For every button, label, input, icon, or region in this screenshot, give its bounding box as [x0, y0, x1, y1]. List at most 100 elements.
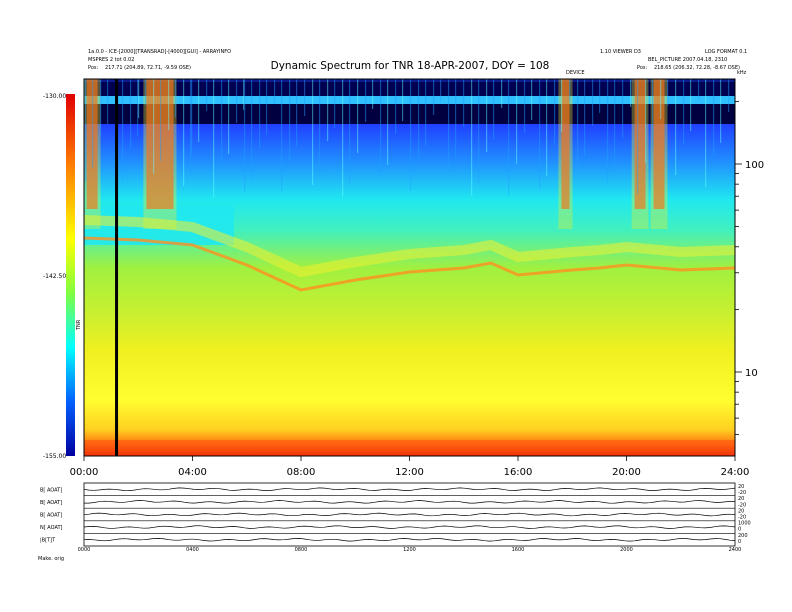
noise-streak: [683, 79, 685, 144]
noise-streak: [183, 79, 185, 186]
noise-streak: [599, 79, 601, 113]
noise-streak: [349, 79, 351, 184]
noise-streak: [524, 79, 526, 133]
noise-streak: [236, 79, 238, 123]
lower-panel-trace: [83, 487, 736, 491]
x-tick-label: 12:00: [395, 467, 424, 478]
lower-panel-right-label: -20: [738, 515, 746, 521]
noise-streak: [720, 79, 722, 143]
radio-burst-0: [86, 79, 98, 209]
noise-streak: [713, 79, 715, 156]
x-tick-label: 04:00: [178, 467, 207, 478]
noise-streak: [478, 79, 480, 183]
noise-streak: [546, 79, 548, 176]
noise-streak: [153, 79, 155, 174]
emission-band: [84, 236, 735, 292]
noise-streak: [342, 79, 344, 197]
noise-streak: [137, 79, 139, 136]
noise-streak: [387, 79, 389, 165]
noise-streak: [705, 79, 707, 187]
dark-band-lower: [84, 104, 735, 124]
noise-streak: [244, 79, 246, 192]
noise-streak: [190, 79, 192, 173]
spectrogram: [84, 79, 735, 456]
lower-panel-x-tick: 0000: [78, 547, 91, 553]
colorbar-label: TNR: [76, 319, 82, 331]
noise-streak: [645, 79, 647, 163]
noise-streak: [486, 79, 488, 152]
noise-streak: [289, 79, 291, 160]
noise-streak: [281, 79, 283, 191]
noise-streak: [561, 79, 563, 132]
header-right-pos-label: Pos:: [637, 65, 648, 71]
noise-streak: [228, 79, 230, 154]
noise-streak: [652, 79, 654, 150]
radio-burst-halo-0: [84, 79, 101, 229]
noise-streak: [198, 79, 200, 142]
x-tick-label: 20:00: [612, 467, 641, 478]
noise-streak: [334, 79, 336, 128]
noise-streak: [160, 79, 162, 161]
radio-burst-3: [634, 79, 646, 209]
radio-burst-1: [146, 79, 174, 209]
noise-streak: [85, 79, 87, 181]
header-right-line2: BEL_PICTURE 2007.04.18, 2310: [648, 57, 727, 63]
lower-panel-x-tick: 0400: [186, 547, 199, 553]
noise-streak: [84, 79, 86, 99]
noise-streak: [100, 79, 102, 137]
noise-streak: [440, 79, 442, 102]
noise-streak: [569, 79, 571, 101]
noise-streak: [259, 79, 261, 148]
noise-streak: [614, 79, 616, 169]
lower-panel-row-label: B[ AOAT]: [40, 500, 62, 506]
noise-streak: [319, 79, 321, 172]
noise-streak: [122, 79, 124, 180]
noise-streak: [592, 79, 594, 126]
radio-burst-halo-3: [631, 79, 649, 229]
radio-burst-2: [561, 79, 570, 209]
noise-streak: [728, 79, 730, 112]
noise-streak: [554, 79, 556, 145]
noise-streak: [607, 79, 609, 182]
noise-streak: [455, 79, 457, 158]
lower-panel-trace: [83, 538, 736, 542]
radio-burst-halo-4: [650, 79, 668, 229]
noise-streak: [191, 79, 193, 155]
noise-streak: [130, 79, 132, 149]
noise-streak: [266, 79, 268, 135]
noise-streak: [251, 79, 253, 179]
noise-streak: [312, 79, 314, 185]
noise-streak: [92, 79, 94, 168]
noise-streak: [630, 79, 632, 107]
noise-streak: [516, 79, 518, 164]
lower-panel-row-label: |B[T]T: [40, 538, 56, 544]
lower-panel-x-tick: 1200: [403, 547, 416, 553]
lower-panel-right-label: 200: [738, 533, 748, 539]
lower-panel-right-label: 0: [738, 539, 741, 545]
y-tick-10: 10: [745, 368, 758, 379]
x-tick-label: 24:00: [721, 467, 750, 478]
x-tick-label: 08:00: [287, 467, 316, 478]
noise-streak: [471, 79, 473, 196]
noise-streak: [296, 79, 298, 147]
noise-streak: [418, 79, 420, 159]
header-left-line2: MSPRES 2 tot 0.02: [88, 57, 134, 63]
lower-panel-footer: Make. orig: [38, 556, 64, 562]
radio-burst-4: [653, 79, 665, 209]
noise-streak: [675, 79, 677, 175]
noise-streak: [107, 79, 109, 124]
noise-streak: [433, 79, 435, 115]
lower-panel-right-label: 20: [738, 508, 744, 514]
y-tick-100: 100: [745, 160, 764, 171]
lower-panel-right-label: 0: [738, 527, 741, 533]
emission-band-halo: [84, 215, 735, 278]
noise-streak: [243, 79, 245, 110]
noise-streak: [637, 79, 639, 194]
noise-streak: [206, 79, 208, 111]
noise-streak: [145, 79, 147, 105]
noise-streak: [425, 79, 427, 146]
x-tick-label: 16:00: [504, 467, 533, 478]
noise-streak: [493, 79, 495, 139]
lower-parameter-panel: B[ AOAT] B[ AOAT] B[ AOAT] N[ AOAT] |B[T]T 20…: [40, 482, 751, 553]
noise-streak: [584, 79, 586, 157]
